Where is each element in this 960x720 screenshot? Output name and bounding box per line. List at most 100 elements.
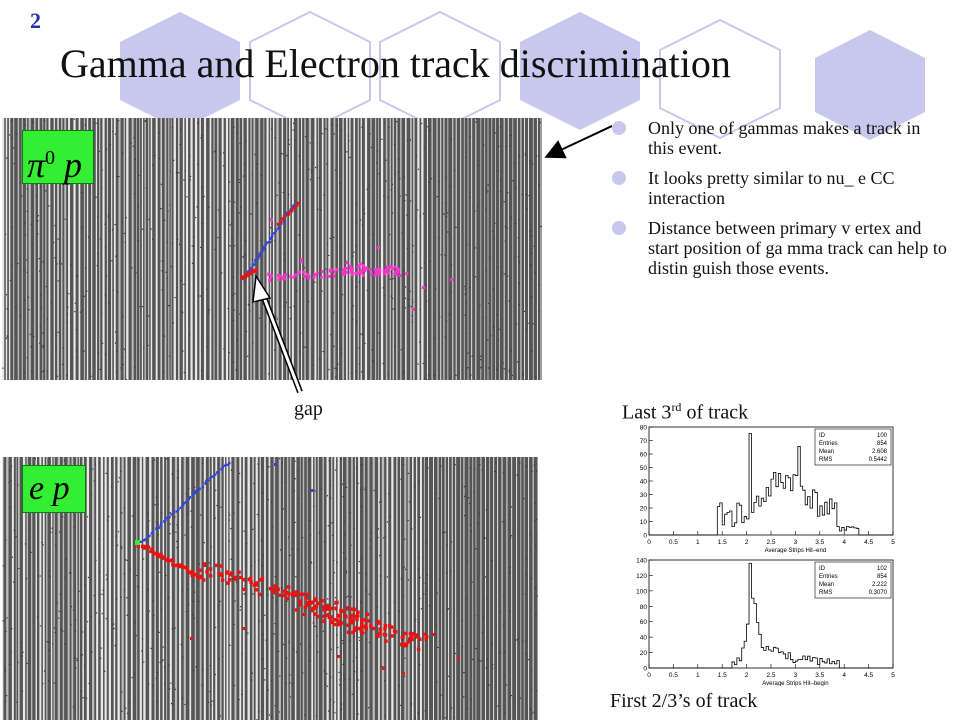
detector-speckle <box>13 529 15 531</box>
electron-track-hit <box>194 572 198 577</box>
proton-track-hit <box>220 468 223 471</box>
detector-speckle <box>78 590 80 592</box>
electron-shower-hit <box>376 634 380 638</box>
detector-speckle <box>481 469 483 471</box>
electron-shower-hit <box>294 590 299 594</box>
detector-speckle <box>201 684 203 686</box>
electron-track-hit <box>136 544 141 549</box>
detector-speckle <box>334 169 337 171</box>
detector-speckle <box>355 656 357 658</box>
detector-speckle <box>5 539 7 541</box>
detector-speckle <box>484 576 486 578</box>
bullet-item: Only one of gammas makes a track in this… <box>612 118 947 158</box>
detector-speckle <box>342 642 344 645</box>
proton-track-hit <box>213 473 217 476</box>
gamma-track-hit <box>333 270 337 274</box>
detector-speckle <box>340 352 343 355</box>
detector-speckle <box>184 703 186 706</box>
detector-strip <box>400 118 402 380</box>
detector-speckle <box>469 286 471 289</box>
detector-speckle <box>312 364 315 366</box>
detector-speckle <box>503 674 505 676</box>
detector-speckle <box>295 140 297 142</box>
detector-speckle <box>533 464 535 466</box>
detector-speckle <box>288 193 290 196</box>
detector-speckle <box>66 375 68 377</box>
detector-speckle <box>474 247 476 249</box>
detector-speckle <box>201 369 203 372</box>
proton-track-hit <box>269 237 273 240</box>
detector-speckle <box>228 181 231 183</box>
detector-speckle <box>323 670 325 672</box>
detector-speckle <box>133 193 135 195</box>
gamma-track-hit <box>344 270 348 274</box>
detector-speckle <box>221 655 223 657</box>
detector-speckle <box>209 664 211 667</box>
detector-speckle <box>479 304 481 307</box>
detector-speckle <box>336 634 338 636</box>
detector-speckle <box>497 170 500 172</box>
electron-shower-hit <box>383 623 388 628</box>
detector-strip <box>136 118 137 380</box>
detector-strip <box>385 118 388 380</box>
detector-speckle <box>70 572 72 574</box>
detector-speckle <box>165 574 167 577</box>
detector-speckle <box>190 526 192 528</box>
detector-speckle <box>530 577 532 580</box>
detector-strip <box>374 118 377 380</box>
detector-speckle <box>183 283 185 286</box>
detector-strip <box>448 457 450 720</box>
detector-speckle <box>60 628 63 630</box>
detector-speckle <box>515 222 517 225</box>
detector-speckle <box>122 315 124 318</box>
detector-speckle <box>240 206 242 208</box>
electron-track-hit <box>180 565 184 569</box>
detector-speckle <box>447 231 449 233</box>
detector-speckle <box>116 598 118 600</box>
detector-strip <box>528 118 530 380</box>
detector-speckle <box>329 237 331 240</box>
detector-speckle <box>377 528 380 530</box>
gamma-track-hit <box>277 278 281 282</box>
detector-speckle <box>407 579 410 581</box>
detector-speckle <box>443 213 445 215</box>
detector-strip <box>111 118 113 380</box>
detector-speckle <box>233 126 235 128</box>
detector-speckle <box>31 244 33 246</box>
detector-speckle <box>351 693 354 695</box>
gamma-shower-hit <box>389 265 393 269</box>
proton-track-hit <box>206 478 210 482</box>
detector-speckle <box>182 312 184 314</box>
detector-speckle <box>442 531 444 533</box>
electron-track-hit <box>149 549 153 554</box>
detector-speckle <box>437 646 439 649</box>
detector-speckle <box>309 660 311 662</box>
gamma-track-hit <box>335 268 339 272</box>
vertex-track-hit <box>282 214 286 218</box>
detector-strip <box>506 457 508 720</box>
detector-speckle <box>116 175 118 178</box>
detector-speckle <box>183 179 185 181</box>
detector-speckle <box>406 214 408 216</box>
detector-speckle <box>503 368 505 370</box>
detector-strip <box>71 457 74 720</box>
detector-speckle <box>415 618 417 621</box>
detector-speckle <box>450 264 452 266</box>
detector-strip <box>234 118 236 380</box>
detector-speckle <box>30 223 32 225</box>
electron-shower-hit <box>356 610 360 614</box>
detector-speckle <box>486 658 489 660</box>
detector-speckle <box>98 462 100 464</box>
detector-speckle <box>246 543 248 545</box>
detector-speckle <box>454 464 456 466</box>
detector-speckle <box>55 532 57 534</box>
detector-speckle <box>42 370 44 373</box>
gamma-shower-hit <box>341 271 345 275</box>
detector-speckle <box>271 501 273 503</box>
detector-strip <box>370 118 372 380</box>
stats-box <box>814 561 892 599</box>
proton-track-hit <box>256 257 260 260</box>
electron-shower-hit <box>291 593 295 597</box>
electron-track-hit <box>164 558 168 562</box>
electron-shower-hit <box>403 643 408 648</box>
